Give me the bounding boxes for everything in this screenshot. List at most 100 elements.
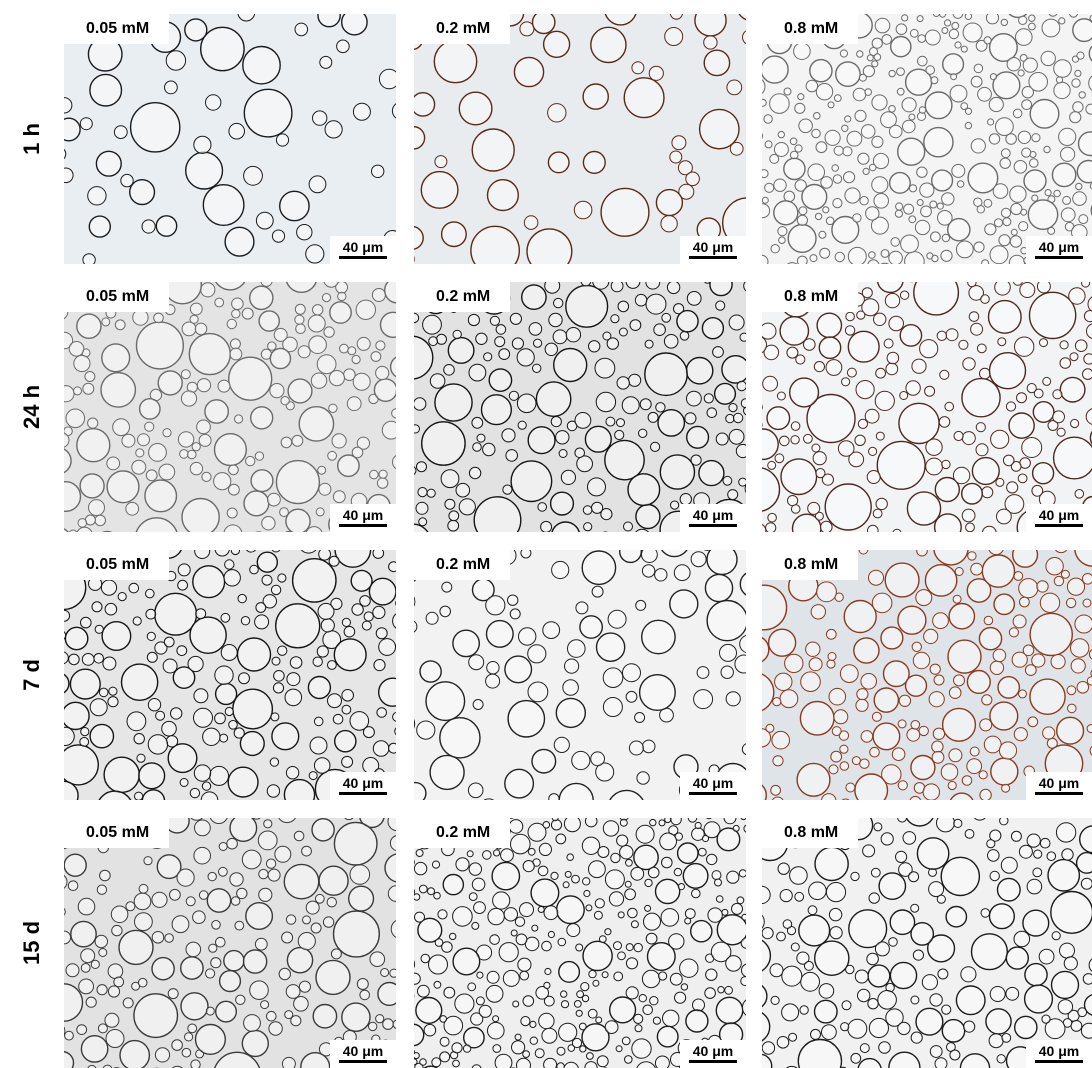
droplet <box>64 148 67 160</box>
droplet <box>509 312 523 325</box>
droplet <box>527 644 547 664</box>
droplet <box>213 433 247 467</box>
droplet <box>154 1047 171 1063</box>
droplet <box>684 917 692 925</box>
droplet <box>662 1009 680 1028</box>
droplet <box>214 1000 237 1023</box>
droplet <box>494 336 506 348</box>
droplet <box>813 361 826 373</box>
droplet <box>107 985 121 998</box>
droplet <box>762 132 763 140</box>
scale-bar-line <box>689 256 737 259</box>
droplet <box>105 1029 125 1048</box>
droplet <box>249 980 269 1000</box>
droplet <box>933 513 962 532</box>
droplet <box>414 125 426 150</box>
droplet <box>898 402 940 445</box>
droplet <box>592 282 610 290</box>
micrograph-image <box>762 550 1092 800</box>
droplet <box>762 984 768 1008</box>
droplet <box>862 65 876 78</box>
droplet <box>141 789 166 800</box>
droplet <box>1038 948 1055 965</box>
droplet <box>871 711 882 722</box>
droplet <box>291 557 337 603</box>
droplet <box>698 459 725 487</box>
droplet <box>995 117 1014 136</box>
droplet <box>414 1058 418 1066</box>
scale-bar-line <box>339 524 387 527</box>
droplet <box>1069 111 1082 124</box>
droplet <box>899 290 910 300</box>
droplet <box>488 368 513 393</box>
droplet <box>673 867 683 877</box>
droplet <box>498 348 511 360</box>
droplet <box>703 282 712 284</box>
droplet <box>1028 291 1077 340</box>
droplet <box>190 1059 201 1068</box>
droplet <box>144 421 155 432</box>
droplet <box>571 874 580 884</box>
droplet <box>547 103 567 123</box>
droplet <box>883 338 894 349</box>
droplet <box>579 615 604 639</box>
droplet <box>138 398 161 420</box>
droplet <box>789 866 808 885</box>
droplet <box>501 428 516 443</box>
droplet <box>929 200 938 209</box>
droplet <box>1070 658 1086 674</box>
droplet <box>420 953 431 964</box>
scale-bar-line <box>1035 792 1083 795</box>
droplet <box>762 914 765 929</box>
droplet <box>1017 69 1025 77</box>
droplet <box>194 322 208 336</box>
droplet <box>107 963 124 979</box>
droplet <box>953 674 965 687</box>
droplet <box>391 408 396 419</box>
droplet <box>629 319 642 331</box>
droplet <box>229 818 258 842</box>
droplet <box>669 14 683 20</box>
droplet <box>487 1021 505 1040</box>
droplet <box>514 1033 522 1041</box>
droplet <box>739 634 746 654</box>
droplet <box>279 507 289 518</box>
droplet <box>824 129 841 146</box>
droplet <box>613 941 622 951</box>
droplet <box>1004 494 1025 514</box>
droplet <box>514 916 526 927</box>
droplet <box>530 878 560 908</box>
droplet <box>468 862 482 876</box>
droplet <box>504 655 533 684</box>
droplet <box>933 550 969 566</box>
droplet <box>841 124 849 133</box>
droplet <box>713 382 737 405</box>
droplet <box>414 620 418 633</box>
droplet <box>87 1064 97 1068</box>
droplet <box>581 836 601 855</box>
droplet <box>234 414 244 424</box>
droplet <box>706 407 718 418</box>
scale-bar: 40 μm <box>1026 504 1092 532</box>
droplet <box>205 1006 215 1016</box>
droplet <box>375 340 386 351</box>
droplet <box>332 713 344 725</box>
droplet <box>813 999 838 1024</box>
droplet <box>891 747 906 761</box>
droplet <box>709 282 733 297</box>
droplet <box>732 824 740 832</box>
droplet <box>498 942 519 963</box>
droplet <box>291 434 304 447</box>
droplet <box>1018 15 1028 25</box>
droplet <box>658 971 668 981</box>
droplet <box>839 761 850 771</box>
droplet <box>507 594 519 606</box>
droplet <box>798 914 831 947</box>
droplet <box>100 579 118 596</box>
droplet <box>877 282 904 294</box>
droplet <box>76 1024 88 1036</box>
droplet <box>535 381 572 417</box>
droplet <box>964 121 973 130</box>
droplet <box>900 234 919 254</box>
droplet <box>1072 101 1084 113</box>
